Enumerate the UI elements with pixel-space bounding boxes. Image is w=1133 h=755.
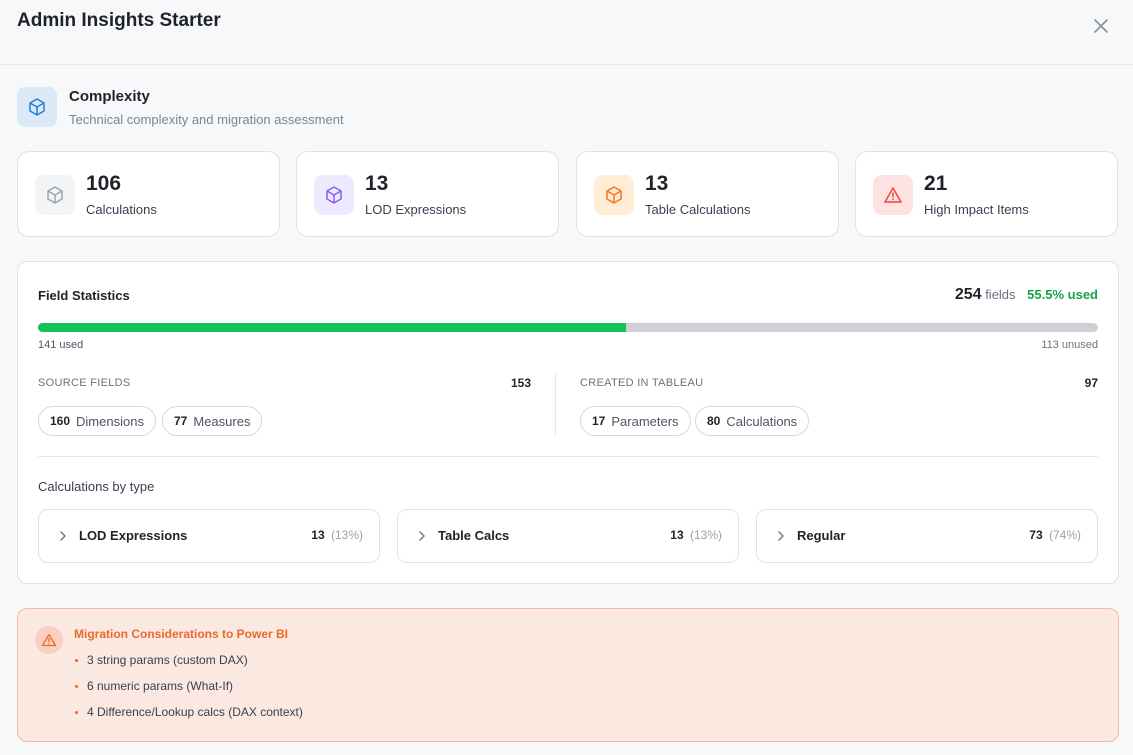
source-fields-label: SOURCE FIELDS — [38, 377, 131, 389]
stat-card-high-impact: 21 High Impact Items — [855, 151, 1118, 237]
calc-type-name: Table Calcs — [438, 528, 510, 543]
field-statistics-summary: 254 fields 55.5% used — [955, 286, 1098, 304]
pill-measures: 77 Measures — [162, 406, 263, 436]
pill-label: Dimensions — [76, 413, 144, 429]
calc-type-count: 13 — [670, 528, 684, 542]
calc-type-percent: (13%) — [330, 528, 363, 542]
calc-type-value: 13 (13%) — [670, 528, 722, 542]
warning-icon — [35, 626, 63, 654]
pill-value: 17 — [592, 414, 606, 428]
vertical-divider — [555, 373, 556, 436]
cube-icon — [35, 175, 75, 215]
pill-dimensions: 160 Dimensions — [38, 406, 156, 436]
section-title: Complexity — [69, 88, 150, 105]
chevron-right-icon — [419, 531, 425, 541]
pill-value: 77 — [174, 414, 188, 428]
stat-value: 13 — [645, 172, 669, 195]
usage-progress-fill — [38, 323, 627, 332]
usage-progress-bar — [38, 323, 1098, 332]
stat-label: LOD Expressions — [365, 202, 467, 217]
stat-card-calculations: 106 Calculations — [17, 151, 280, 237]
calc-type-name: Regular — [797, 528, 846, 543]
created-in-tableau-count: 97 — [1084, 376, 1098, 390]
pill-value: 80 — [707, 414, 721, 428]
created-in-tableau-label: CREATED IN TABLEAU — [580, 377, 704, 389]
calc-type-value: 73 (74%) — [1029, 528, 1081, 542]
list-item: 6 numeric params (What-If) — [74, 679, 303, 705]
field-statistics-panel: Field Statistics 254 fields 55.5% used 1… — [17, 261, 1119, 584]
stat-label: Calculations — [86, 202, 157, 217]
pill-label: Measures — [193, 413, 251, 429]
migration-considerations-panel: Migration Considerations to Power BI 3 s… — [17, 608, 1119, 742]
warning-icon — [873, 175, 913, 215]
pill-parameters: 17 Parameters — [580, 406, 691, 436]
pill-label: Parameters — [611, 413, 679, 429]
chevron-right-icon — [778, 531, 784, 541]
stat-value: 21 — [924, 172, 948, 195]
stat-label: Table Calculations — [645, 202, 751, 217]
used-percentage: 55.5% used — [1027, 287, 1098, 302]
modal-header: Admin Insights Starter — [0, 0, 1133, 65]
cube-icon — [314, 175, 354, 215]
section-subtitle: Technical complexity and migration asses… — [69, 112, 344, 127]
calc-type-regular[interactable]: Regular 73 (74%) — [756, 509, 1098, 563]
pill-value: 160 — [50, 414, 71, 428]
chevron-right-icon — [60, 531, 66, 541]
pill-label: Calculations — [726, 413, 798, 429]
close-icon — [1094, 19, 1108, 33]
stat-card-lod-expressions: 13 LOD Expressions — [296, 151, 559, 237]
field-statistics-title: Field Statistics — [38, 288, 130, 303]
pill-calculations: 80 Calculations — [695, 406, 810, 436]
stat-label: High Impact Items — [924, 202, 1029, 217]
calc-type-count: 13 — [311, 528, 325, 542]
calc-type-table-calcs[interactable]: Table Calcs 13 (13%) — [397, 509, 739, 563]
calculations-by-type-title: Calculations by type — [38, 479, 155, 494]
total-fields-suffix: fields — [985, 287, 1016, 302]
horizontal-divider — [38, 456, 1098, 457]
stat-value: 13 — [365, 172, 389, 195]
close-button[interactable] — [1090, 15, 1112, 37]
modal-title: Admin Insights Starter — [17, 10, 221, 31]
calc-type-percent: (74%) — [1048, 528, 1081, 542]
used-count-label: 141 used — [38, 339, 84, 351]
stat-value: 106 — [86, 172, 122, 195]
migration-list: 3 string params (custom DAX) 6 numeric p… — [74, 653, 303, 731]
cube-icon — [17, 87, 57, 127]
cube-icon — [594, 175, 634, 215]
list-item: 4 Difference/Lookup calcs (DAX context) — [74, 705, 303, 731]
stat-card-table-calculations: 13 Table Calculations — [576, 151, 839, 237]
calc-type-count: 73 — [1029, 528, 1043, 542]
calc-type-name: LOD Expressions — [79, 528, 188, 543]
source-fields-count: 153 — [510, 376, 531, 390]
migration-title: Migration Considerations to Power BI — [74, 627, 289, 641]
total-fields-value: 254 — [954, 286, 982, 303]
calc-type-percent: (13%) — [689, 528, 722, 542]
unused-count-label: 113 unused — [1041, 339, 1098, 351]
list-item: 3 string params (custom DAX) — [74, 653, 303, 679]
calc-type-value: 13 (13%) — [311, 528, 363, 542]
calc-type-lod-expressions[interactable]: LOD Expressions 13 (13%) — [38, 509, 380, 563]
